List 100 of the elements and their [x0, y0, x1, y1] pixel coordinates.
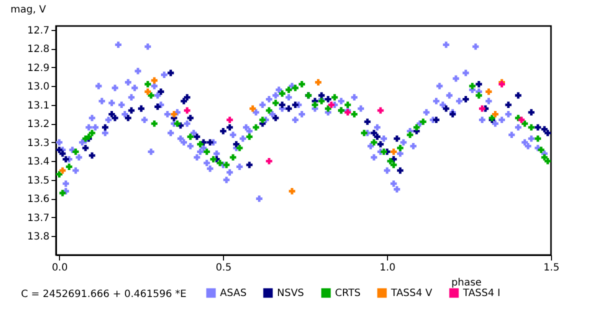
point [66, 164, 72, 170]
point [377, 107, 384, 114]
point [151, 120, 158, 127]
point [266, 107, 272, 114]
point [226, 116, 233, 124]
y-tick-label: 13.3 [27, 138, 50, 149]
point [124, 114, 132, 122]
point [315, 79, 322, 86]
y-tick-label: 12.9 [27, 62, 50, 74]
point [272, 114, 279, 122]
point [541, 126, 548, 132]
point [144, 81, 151, 88]
point [505, 102, 512, 108]
point [292, 84, 298, 92]
point [154, 104, 161, 110]
point [82, 144, 89, 152]
point [544, 158, 551, 164]
point [230, 154, 236, 161]
point [397, 144, 404, 152]
point [59, 150, 66, 157]
point [288, 188, 296, 194]
point [72, 148, 79, 155]
y-tick-label: 13.7 [27, 212, 50, 224]
point [518, 116, 525, 124]
point [390, 148, 397, 155]
point [541, 154, 548, 161]
point [298, 81, 306, 88]
x-axis-title: phase [451, 278, 482, 288]
y-tick-label: 13.0 [27, 82, 50, 93]
point [360, 130, 368, 136]
point [266, 158, 272, 164]
point [223, 162, 230, 168]
point [88, 130, 96, 136]
point [259, 116, 266, 124]
point [170, 111, 178, 118]
point [252, 124, 260, 131]
point [522, 120, 528, 127]
point [128, 107, 135, 114]
point [226, 124, 233, 131]
point [279, 90, 286, 97]
point [534, 135, 542, 142]
point [486, 88, 492, 95]
point [469, 82, 476, 90]
point [206, 139, 214, 146]
point [272, 100, 279, 106]
point [187, 134, 194, 140]
point [528, 124, 534, 131]
point [377, 141, 384, 148]
y-tick-label: 13.8 [27, 232, 50, 243]
point [312, 102, 318, 108]
point [197, 141, 204, 148]
point [108, 111, 115, 118]
point [324, 105, 332, 112]
point [344, 102, 351, 108]
point [374, 134, 380, 140]
point [216, 160, 224, 166]
point [246, 134, 253, 140]
legend-label: CRTS [335, 288, 361, 299]
point [102, 124, 108, 131]
point [210, 156, 217, 162]
point [184, 94, 190, 100]
y-tick-label: 12.7 [27, 25, 50, 36]
point [194, 134, 200, 140]
y-tick-label: 12.8 [27, 44, 50, 56]
point [420, 118, 426, 125]
point [286, 105, 292, 112]
point [279, 102, 286, 108]
point [112, 114, 118, 122]
y-tick-label: 13.2 [27, 119, 50, 130]
point [220, 128, 226, 134]
y-tick-label: 13.6 [27, 194, 50, 206]
point [56, 146, 62, 154]
point [397, 167, 404, 174]
point [544, 130, 551, 136]
point [538, 146, 544, 154]
point [380, 148, 387, 155]
point [476, 92, 482, 99]
legend-label: ASAS [220, 288, 247, 299]
legend-label: NSVS [277, 288, 304, 299]
y-tick-label: 13.5 [27, 175, 50, 186]
point [442, 105, 450, 112]
point [236, 144, 243, 152]
x-tick-label: 0.5 [216, 262, 232, 274]
point [433, 116, 440, 124]
point [286, 86, 292, 93]
point [324, 96, 332, 102]
point [168, 70, 174, 76]
point [351, 111, 358, 118]
point [364, 118, 371, 125]
legend-label: TASS4 I [462, 288, 500, 299]
x-tick-label: 1.0 [380, 262, 396, 274]
point [62, 156, 69, 162]
point [59, 190, 66, 196]
point [331, 94, 338, 100]
point [246, 162, 253, 168]
point [180, 98, 188, 104]
point [328, 102, 335, 108]
point [56, 171, 62, 178]
point [174, 120, 180, 127]
point [151, 77, 158, 84]
